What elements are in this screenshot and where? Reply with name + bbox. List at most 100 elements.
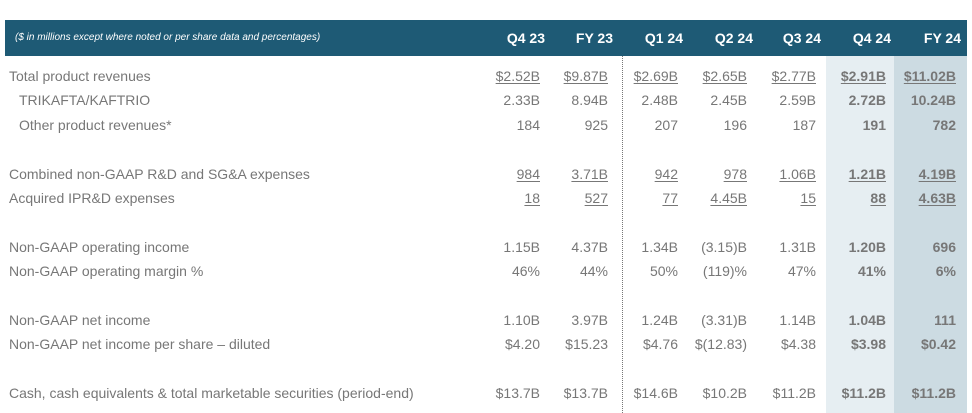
row-label: Combined non-GAAP R&D and SG&A expenses bbox=[9, 166, 310, 182]
row-label: Other product revenues* bbox=[19, 117, 172, 133]
value-fy-24: $11.2B bbox=[911, 385, 956, 401]
value-fy-24: $11.02B bbox=[903, 68, 956, 84]
value-q4-24: $11.2B bbox=[841, 385, 886, 401]
value-q2-24: (3.31)B bbox=[701, 312, 747, 328]
value-fy-23: $13.7B bbox=[563, 385, 608, 401]
table-row: Non-GAAP net income 1.10B 3.97B 1.24B (3… bbox=[0, 308, 972, 332]
value-q4-24: 88 bbox=[870, 190, 886, 206]
value-fy-23: 44% bbox=[579, 263, 608, 279]
value-q1-24: $14.6B bbox=[633, 385, 678, 401]
value-q1-24: 1.34B bbox=[641, 239, 678, 255]
table-row: Total product revenues $2.52B $9.87B $2.… bbox=[0, 64, 972, 88]
value-q2-24: (3.15)B bbox=[701, 239, 747, 255]
value-fy-23: 3.97B bbox=[571, 312, 608, 328]
row-label: Total product revenues bbox=[9, 68, 151, 84]
value-q4-23: 984 bbox=[516, 166, 540, 182]
value-fy-23: 925 bbox=[584, 117, 608, 133]
row-label: Acquired IPR&D expenses bbox=[9, 190, 175, 206]
value-q1-24: 50% bbox=[649, 263, 678, 279]
value-q3-24: 15 bbox=[800, 190, 816, 206]
value-q3-24: 2.59B bbox=[779, 92, 816, 108]
value-q3-24: 187 bbox=[792, 117, 816, 133]
table-row: Combined non-GAAP R&D and SG&A expenses … bbox=[0, 162, 972, 186]
value-q4-23: $13.7B bbox=[495, 385, 540, 401]
value-q4-23: 1.10B bbox=[503, 312, 540, 328]
value-fy-24: 4.63B bbox=[918, 190, 956, 206]
value-fy-23: 4.37B bbox=[571, 239, 608, 255]
value-q3-24: 1.31B bbox=[779, 239, 816, 255]
table-header: ($ in millions except where noted or per… bbox=[5, 20, 967, 56]
value-fy-23: $15.23 bbox=[565, 336, 608, 352]
value-q4-24: $3.98 bbox=[850, 336, 886, 352]
value-q4-24: 1.20B bbox=[848, 239, 886, 255]
col-header-q1-24: Q1 24 bbox=[644, 30, 683, 46]
q4-24-column-highlight bbox=[826, 56, 894, 413]
value-q4-24: 191 bbox=[862, 117, 886, 133]
value-fy-23: $9.87B bbox=[563, 68, 608, 84]
value-q3-24: $4.38 bbox=[780, 336, 816, 352]
row-label: Cash, cash equivalents & total marketabl… bbox=[9, 385, 414, 401]
col-header-fy-24: FY 24 bbox=[923, 30, 961, 46]
value-q4-23: 2.33B bbox=[503, 92, 540, 108]
col-header-q3-24: Q3 24 bbox=[782, 30, 821, 46]
row-label: Non-GAAP net income per share – diluted bbox=[9, 336, 271, 352]
value-q1-24: $2.69B bbox=[633, 68, 678, 84]
table-row: Non-GAAP operating income 1.15B 4.37B 1.… bbox=[0, 235, 972, 259]
value-q2-24: 4.45B bbox=[710, 190, 747, 206]
row-label: TRIKAFTA/KAFTRIO bbox=[19, 92, 151, 108]
value-fy-24: 111 bbox=[934, 312, 956, 328]
value-q4-24: 2.72B bbox=[848, 92, 886, 108]
value-q1-24: 77 bbox=[662, 190, 678, 206]
col-header-q4-24: Q4 24 bbox=[852, 30, 891, 46]
value-fy-24: 10.24B bbox=[910, 92, 956, 108]
value-q4-24: 41% bbox=[857, 263, 886, 279]
value-fy-24: 4.19B bbox=[918, 166, 956, 182]
fy-24-column-highlight bbox=[894, 56, 967, 413]
value-q1-24: 942 bbox=[654, 166, 678, 182]
value-fy-23: 527 bbox=[584, 190, 608, 206]
value-q4-23: 1.15B bbox=[503, 239, 540, 255]
row-label: Non-GAAP net income bbox=[9, 312, 151, 328]
units-note: ($ in millions except where noted or per… bbox=[15, 32, 321, 43]
value-q2-24: 196 bbox=[723, 117, 747, 133]
value-fy-23: 8.94B bbox=[571, 92, 608, 108]
value-fy-24: 696 bbox=[932, 239, 956, 255]
value-q1-24: 1.24B bbox=[641, 312, 678, 328]
value-q4-24: 1.21B bbox=[848, 166, 886, 182]
value-q4-24: 1.04B bbox=[848, 312, 886, 328]
value-q1-24: 2.48B bbox=[641, 92, 678, 108]
value-q3-24: 1.14B bbox=[779, 312, 816, 328]
value-q3-24: 47% bbox=[787, 263, 816, 279]
table-row: Other product revenues* 184 925 207 196 … bbox=[0, 113, 972, 137]
value-q2-24: $2.65B bbox=[702, 68, 747, 84]
col-header-q2-24: Q2 24 bbox=[714, 30, 753, 46]
value-fy-23: 3.71B bbox=[571, 166, 608, 182]
col-header-q4-23: Q4 23 bbox=[506, 30, 545, 46]
col-header-fy-23: FY 23 bbox=[575, 30, 613, 46]
table-row: Acquired IPR&D expenses 18 527 77 4.45B … bbox=[0, 186, 972, 210]
value-fy-24: $0.42 bbox=[920, 336, 956, 352]
value-q1-24: $4.76 bbox=[642, 336, 678, 352]
table-row: Non-GAAP operating margin % 46% 44% 50% … bbox=[0, 259, 972, 283]
value-q3-24: 1.06B bbox=[779, 166, 816, 182]
value-q3-24: $11.2B bbox=[772, 385, 816, 401]
value-q4-24: $2.91B bbox=[840, 68, 886, 84]
row-label: Non-GAAP operating margin % bbox=[9, 263, 204, 279]
value-q2-24: $(12.83) bbox=[694, 336, 747, 352]
period-divider-line bbox=[622, 56, 623, 413]
value-q3-24: $2.77B bbox=[771, 68, 816, 84]
value-q4-23: $4.20 bbox=[504, 336, 540, 352]
value-q2-24: 978 bbox=[723, 166, 747, 182]
table-row: TRIKAFTA/KAFTRIO 2.33B 8.94B 2.48B 2.45B… bbox=[0, 88, 972, 112]
value-q4-23: 46% bbox=[511, 263, 540, 279]
row-label: Non-GAAP operating income bbox=[9, 239, 190, 255]
value-fy-24: 6% bbox=[935, 263, 956, 279]
value-q2-24: $10.2B bbox=[702, 385, 747, 401]
value-fy-24: 782 bbox=[932, 117, 956, 133]
value-q4-23: $2.52B bbox=[495, 68, 540, 84]
table-row: Non-GAAP net income per share – diluted … bbox=[0, 332, 972, 356]
value-q4-23: 18 bbox=[524, 190, 540, 206]
value-q2-24: (119)% bbox=[702, 263, 747, 279]
value-q2-24: 2.45B bbox=[710, 92, 747, 108]
table-row: Cash, cash equivalents & total marketabl… bbox=[0, 381, 972, 405]
